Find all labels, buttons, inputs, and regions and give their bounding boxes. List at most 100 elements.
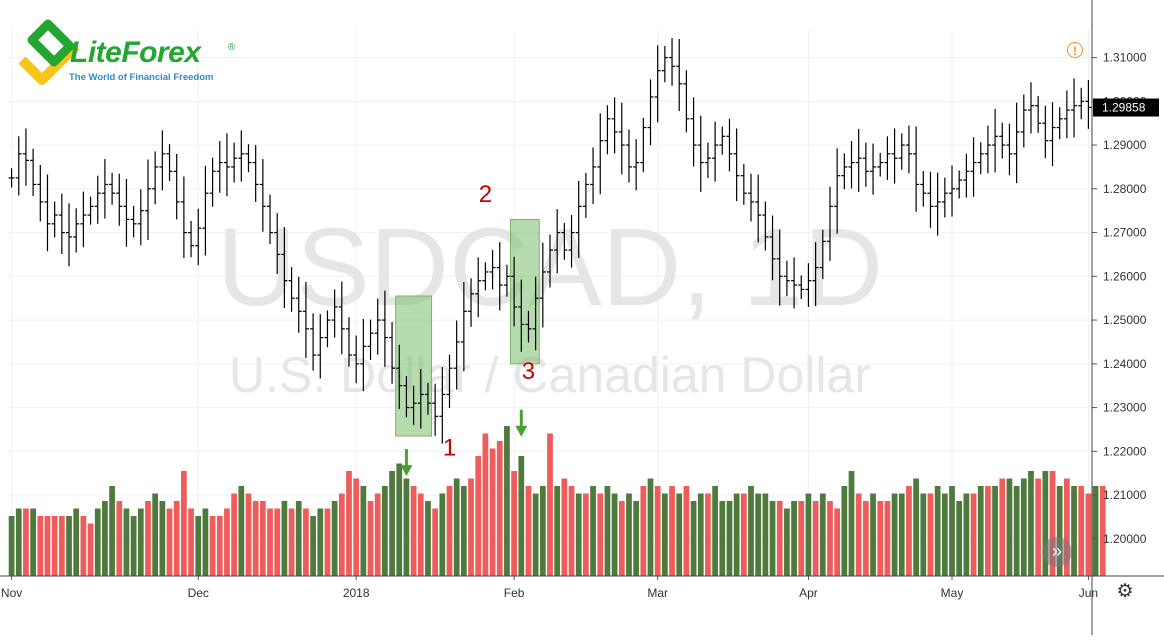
volume-column [130, 516, 137, 576]
scroll-to-latest-button[interactable]: » [1042, 537, 1072, 567]
ohlc-bar [87, 196, 94, 225]
ohlc-bar [410, 385, 417, 426]
volume-column [525, 486, 532, 576]
ohlc-bar [963, 153, 970, 198]
ohlc-bar [690, 97, 697, 167]
time-tick-label: Apr [799, 586, 818, 600]
volume-column [166, 508, 173, 576]
volume-column [941, 493, 948, 576]
volume-column [295, 501, 302, 576]
ohlc-bar [683, 70, 690, 133]
volume-column [188, 508, 194, 576]
ohlc-bar [389, 322, 396, 384]
logo-tagline: The World of Financial Freedom [69, 72, 214, 83]
ohlc-bar [970, 137, 977, 197]
ohlc-bar [805, 263, 812, 307]
volume-column [195, 516, 202, 576]
watermark-description: U.S. Dollar / Canadian Dollar [229, 347, 871, 403]
ohlc-bar [532, 276, 539, 351]
ohlc-bar [489, 250, 496, 290]
ohlc-bar [345, 317, 352, 367]
ohlc-bar [992, 108, 999, 173]
volume-column [116, 501, 123, 576]
volume-column [245, 493, 252, 576]
volume-column [367, 501, 374, 576]
ohlc-bar [511, 256, 518, 327]
ohlc-bar [73, 208, 80, 253]
volume-column [697, 493, 704, 576]
volume-column [145, 501, 151, 576]
ohlc-bar [1085, 79, 1092, 129]
ohlc-bar [1027, 82, 1034, 134]
ohlc-bar [468, 278, 475, 327]
volume-column [999, 478, 1006, 576]
ohlc-bar [66, 203, 73, 267]
volume-column [8, 516, 15, 576]
volume-column [719, 501, 726, 576]
volume-column [640, 486, 647, 576]
ohlc-bar [317, 314, 324, 379]
ohlc-bar [733, 128, 740, 202]
volume-column [791, 501, 797, 576]
price-series[interactable] [8, 38, 1092, 444]
volume-column [870, 493, 876, 576]
volume-column [202, 508, 209, 576]
ohlc-bar [188, 220, 195, 258]
volume-column [654, 486, 661, 576]
ohlc-bar [216, 141, 223, 193]
volume-column [532, 493, 539, 576]
volume-column [80, 516, 87, 576]
ohlc-bar [109, 172, 116, 205]
volume-column [353, 478, 360, 576]
ohlc-bar [1006, 123, 1013, 176]
ohlc-bar [547, 234, 553, 288]
volume-column [1064, 478, 1070, 576]
ohlc-bar [611, 97, 618, 154]
volume-column [1006, 478, 1013, 576]
price-tick-label: 1.29000 [1103, 138, 1147, 152]
ohlc-bar [8, 168, 15, 188]
settings-gear-icon[interactable]: ⚙ [1116, 581, 1134, 602]
ohlc-bar [137, 189, 144, 246]
ohlc-bar [152, 151, 159, 205]
volume-column [489, 448, 496, 576]
ohlc-bar [22, 128, 29, 186]
volume-column [51, 516, 58, 576]
ohlc-bar [159, 130, 166, 191]
volume-column [432, 508, 439, 576]
volume-column [554, 486, 561, 576]
ohlc-bar [704, 142, 711, 179]
ohlc-bar [267, 194, 274, 245]
volume-column [346, 471, 352, 576]
volume-column [604, 486, 611, 576]
volume-column [805, 493, 812, 576]
ohlc-bar [898, 133, 905, 170]
volume-column [109, 486, 115, 576]
alert-icon[interactable]: ! [1067, 42, 1083, 58]
ohlc-bar [44, 174, 51, 252]
volume-column [934, 486, 941, 576]
volume-column [669, 486, 675, 576]
ohlc-bar [223, 133, 230, 197]
volume-column [884, 501, 891, 576]
ohlc-bar [130, 205, 137, 238]
logo-diamond-icon [18, 19, 80, 85]
ohlc-bar [295, 276, 302, 333]
volume-column [827, 501, 833, 576]
liteforex-logo: LiteForex ® The World of Financial Freed… [18, 18, 248, 88]
ohlc-bar [1049, 102, 1056, 167]
volume-column [453, 478, 460, 576]
current-price-label: 1.29858 [1102, 101, 1146, 115]
volume-column [862, 501, 869, 576]
ohlc-bar [812, 242, 819, 307]
ohlc-bar [905, 125, 912, 174]
volume-column [561, 478, 568, 576]
ohlc-bar [726, 118, 733, 172]
ohlc-bar [288, 267, 295, 312]
volume-column [102, 501, 108, 576]
price-tick-label: 1.26000 [1103, 269, 1147, 283]
ohlc-bar [654, 45, 661, 123]
ohlc-bar [302, 282, 309, 359]
